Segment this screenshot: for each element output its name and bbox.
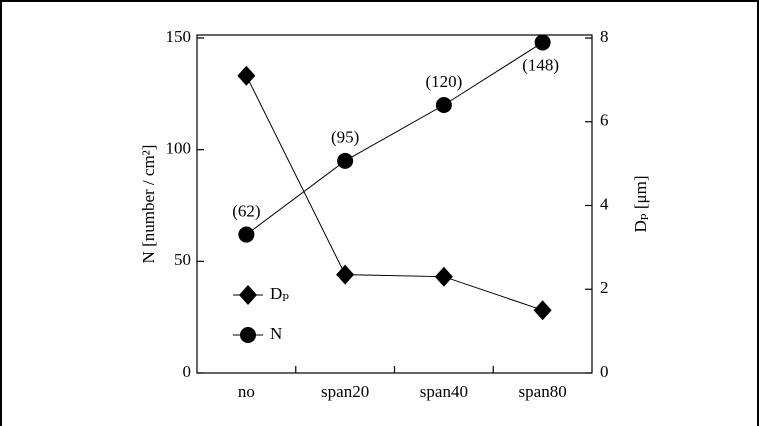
x-tick-label: no	[238, 382, 255, 401]
y2-tick-label: 6	[600, 111, 609, 130]
y-tick-label: 150	[166, 27, 192, 46]
circle-marker	[534, 34, 551, 51]
diamond-marker	[434, 266, 453, 287]
value-label: (148)	[522, 55, 559, 74]
legend-label: Dₚ	[270, 284, 289, 303]
x-tick-label: span40	[420, 382, 468, 401]
y-axis-label: N [number / cm²]	[139, 145, 158, 264]
circle-marker	[238, 226, 255, 243]
circle-marker	[435, 97, 452, 113]
circle-marker	[337, 152, 354, 169]
value-label: (95)	[331, 128, 359, 147]
diamond-marker	[336, 264, 355, 285]
diamond-marker	[237, 65, 256, 86]
legend-marker	[240, 327, 256, 343]
y2-tick-label: 2	[600, 278, 609, 297]
value-label: (62)	[232, 201, 260, 220]
legend-label: N	[270, 324, 282, 343]
x-tick-label: span20	[321, 382, 369, 401]
y-tick-label: 50	[174, 250, 191, 269]
series-line	[246, 42, 543, 235]
value-label: (120)	[425, 72, 462, 91]
y2-tick-label: 4	[600, 194, 609, 213]
y-tick-label: 0	[183, 362, 192, 381]
y2-tick-label: 0	[600, 362, 609, 381]
y2-axis-label: Dₚ [μm]	[631, 176, 650, 233]
series-line	[245, 75, 543, 311]
diamond-marker	[533, 300, 552, 321]
y2-tick-label: 8	[600, 27, 609, 46]
y-tick-label: 100	[166, 139, 192, 158]
legend-marker	[239, 285, 257, 305]
x-tick-label: span80	[519, 382, 567, 401]
